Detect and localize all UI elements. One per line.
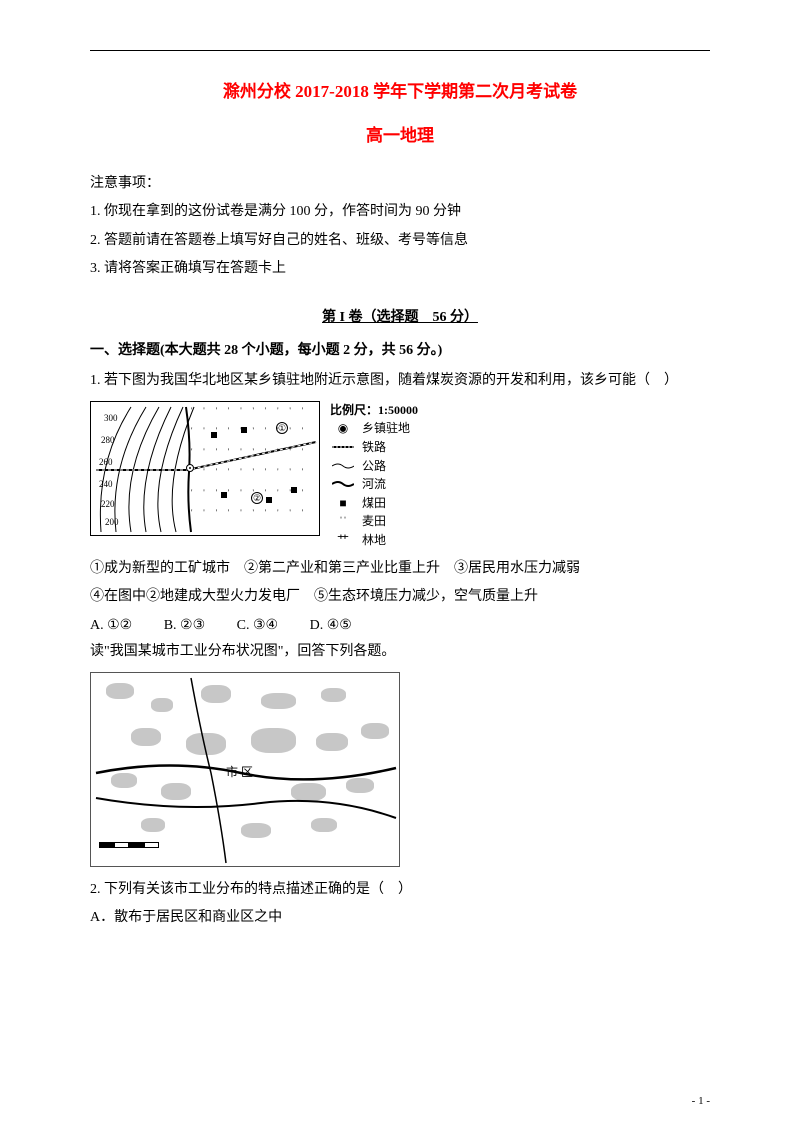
q2-stem: 2. 下列有关该市工业分布的特点描述正确的是（ ） (90, 877, 710, 904)
legend-label: 麦田 (362, 512, 386, 531)
legend-label: 林地 (362, 531, 386, 550)
circle-dot-icon: ◉ (330, 419, 356, 438)
instruction-3: 3. 请将答案正确填写在答题卡上 (90, 256, 710, 283)
marker-circle-2: ② (251, 492, 263, 504)
instruction-1: 1. 你现在拿到的这份试卷是满分 100 分，作答时间为 90 分钟 (90, 199, 710, 226)
city-label: 市 区 (226, 761, 253, 784)
q1-option-d: D. ④⑤ (310, 613, 352, 640)
q1-map: '''''''''' '''''''''' '''''''''' '''''''… (90, 401, 320, 536)
q1-legend: 比例尺：1:50000 ◉ 乡镇驻地 铁路 公路 河流 ■ 煤田 ˈˈ 麦田 艹林地 (330, 401, 418, 550)
q2-map: 市 区 (90, 672, 400, 867)
contour-label: 220 (101, 496, 115, 513)
q1-statement-1: ①成为新型的工矿城市 ②第二产业和第三产业比重上升 ③居民用水压力减弱 (90, 556, 710, 583)
page-number: - 1 - (692, 1091, 710, 1112)
legend-label: 公路 (362, 457, 386, 476)
coal-icon (241, 427, 247, 433)
marker-circle-1: ① (276, 422, 288, 434)
contour-label: 300 (104, 410, 118, 427)
q2-figure: 市 区 (90, 672, 710, 867)
legend-label: 河流 (362, 475, 386, 494)
instruction-2: 2. 答题前请在答题卷上填写好自己的姓名、班级、考号等信息 (90, 228, 710, 255)
title-sub: 高一地理 (90, 120, 710, 152)
legend-label: 铁路 (362, 438, 386, 457)
contour-label: 260 (99, 454, 113, 471)
hatch-icon: 艹 (330, 531, 356, 550)
scale-label: 比例尺：1:50000 (330, 401, 418, 420)
q1-options: A. ①② B. ②③ C. ③④ D. ④⑤ (90, 613, 710, 640)
coal-icon (211, 432, 217, 438)
top-rule (90, 50, 710, 51)
q1-option-c: C. ③④ (237, 613, 278, 640)
lead-2: 读"我国某城市工业分布状况图"，回答下列各题。 (90, 639, 710, 666)
ticks-icon: ˈˈ (330, 512, 356, 531)
legend-label: 煤田 (362, 494, 386, 513)
q1-statement-2: ④在图中②地建成大型火力发电厂 ⑤生态环境压力减少，空气质量上升 (90, 584, 710, 611)
q1-figure: '''''''''' '''''''''' '''''''''' '''''''… (90, 401, 710, 550)
coal-icon (221, 492, 227, 498)
contour-label: 240 (99, 476, 113, 493)
instructions-heading: 注意事项： (90, 171, 710, 198)
section-header: 第 I 卷（选择题 56 分） (90, 305, 710, 332)
town-marker-icon (186, 464, 194, 472)
q2-option-a: A．散布于居民区和商业区之中 (90, 905, 710, 932)
contour-label: 280 (101, 432, 115, 449)
q1-option-b: B. ②③ (164, 613, 205, 640)
q1-map-svg (91, 402, 320, 536)
legend-label: 乡镇驻地 (362, 419, 410, 438)
section-sub-header: 一、选择题(本大题共 28 个小题，每小题 2 分，共 56 分。) (90, 338, 710, 365)
river-icon (330, 480, 356, 488)
square-icon: ■ (330, 494, 356, 513)
q1-option-a: A. ①② (90, 613, 132, 640)
coal-icon (291, 487, 297, 493)
rail-icon (330, 443, 356, 451)
title-main: 滁州分校 2017-2018 学年下学期第二次月考试卷 (90, 76, 710, 108)
scale-bar-icon (99, 842, 159, 848)
road-icon (330, 462, 356, 470)
coal-icon (266, 497, 272, 503)
q1-stem: 1. 若下图为我国华北地区某乡镇驻地附近示意图，随着煤炭资源的开发和利用，该乡可… (90, 368, 710, 395)
contour-label: 200 (105, 514, 119, 531)
